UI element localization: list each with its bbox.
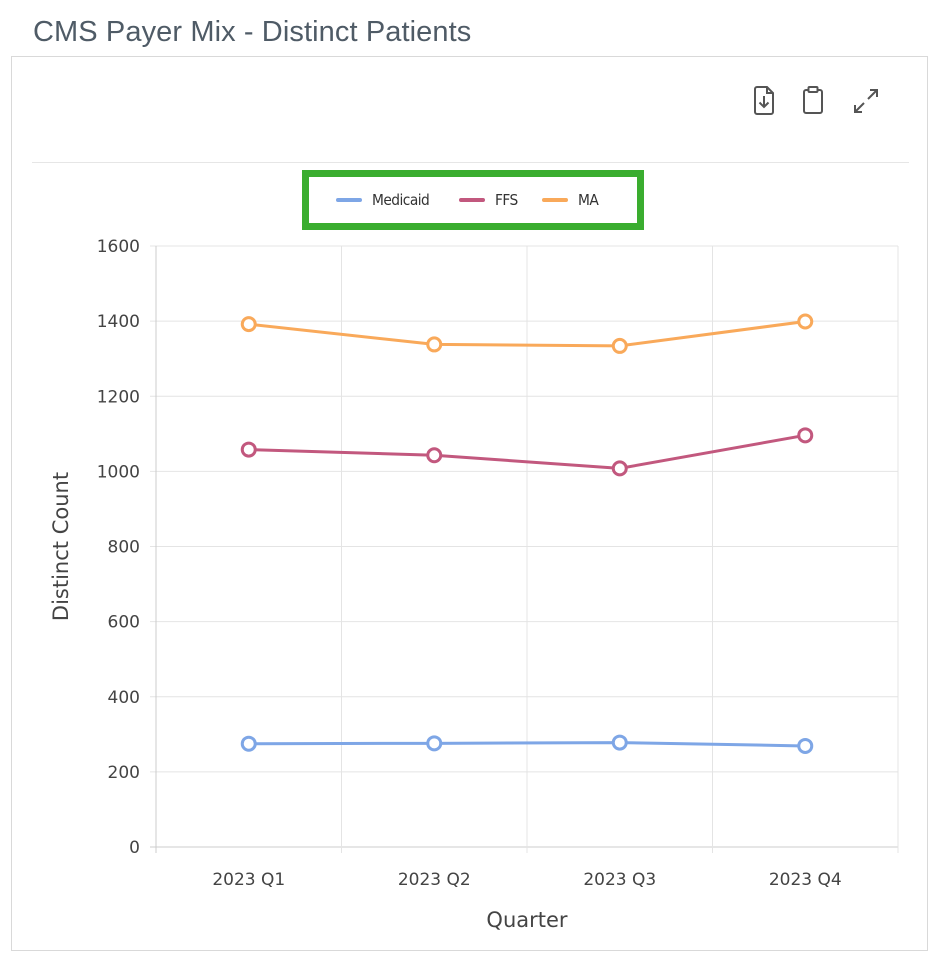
legend-label-ffs: FFS: [495, 191, 518, 209]
data-point-ma: [797, 313, 814, 330]
data-point-medicaid: [240, 735, 257, 752]
toolbar-divider: [32, 162, 909, 163]
x-tick-label: 2023 Q3: [583, 870, 656, 890]
y-tick-label: 400: [108, 688, 140, 708]
data-point-ffs: [611, 460, 628, 477]
series-line-ffs: [248, 433, 806, 470]
x-tick-label: 2023 Q1: [212, 870, 285, 890]
clipboard-icon: [803, 86, 823, 114]
y-axis-title: Distinct Count: [49, 472, 73, 621]
series-line-ma: [248, 320, 806, 348]
legend-swatch-medicaid: [336, 198, 362, 202]
data-point-ma: [426, 336, 443, 353]
y-tick-label: 1600: [97, 237, 140, 257]
x-tick-label: 2023 Q4: [769, 870, 842, 890]
data-point-medicaid: [611, 734, 628, 751]
data-point-ma: [240, 316, 257, 333]
y-tick-label: 200: [108, 763, 140, 783]
data-point-ffs: [240, 441, 257, 458]
y-tick-label: 800: [108, 538, 140, 558]
page-title: CMS Payer Mix - Distinct Patients: [33, 16, 472, 48]
legend-item-medicaid[interactable]: Medicaid: [336, 177, 434, 223]
data-point-medicaid: [797, 737, 814, 754]
legend-label-medicaid: Medicaid: [372, 191, 430, 209]
expand-icon: [854, 89, 878, 113]
x-axis-title: Quarter: [486, 908, 567, 932]
copy-button[interactable]: [796, 84, 830, 118]
series-line-medicaid: [248, 741, 806, 748]
data-point-ma: [611, 337, 628, 354]
legend-swatch-ffs: [459, 198, 485, 202]
legend-item-ma[interactable]: MA: [542, 177, 600, 223]
x-tick-label: 2023 Q2: [398, 870, 471, 890]
y-tick-label: 1400: [97, 312, 140, 332]
data-point-medicaid: [426, 735, 443, 752]
y-tick-label: 1000: [97, 462, 140, 482]
y-tick-label: 0: [129, 838, 140, 858]
y-tick-label: 600: [108, 613, 140, 633]
legend-item-ffs[interactable]: FFS: [459, 177, 520, 223]
file-download-icon: [754, 86, 774, 115]
legend-swatch-ma: [542, 198, 568, 202]
data-point-ffs: [426, 447, 443, 464]
expand-button[interactable]: [849, 84, 883, 118]
legend-label-ma: MA: [578, 191, 599, 209]
y-tick-label: 1200: [97, 387, 140, 407]
chart-legend: Medicaid FFS MA: [302, 170, 644, 230]
download-button[interactable]: [747, 84, 781, 118]
data-point-ffs: [797, 427, 814, 444]
